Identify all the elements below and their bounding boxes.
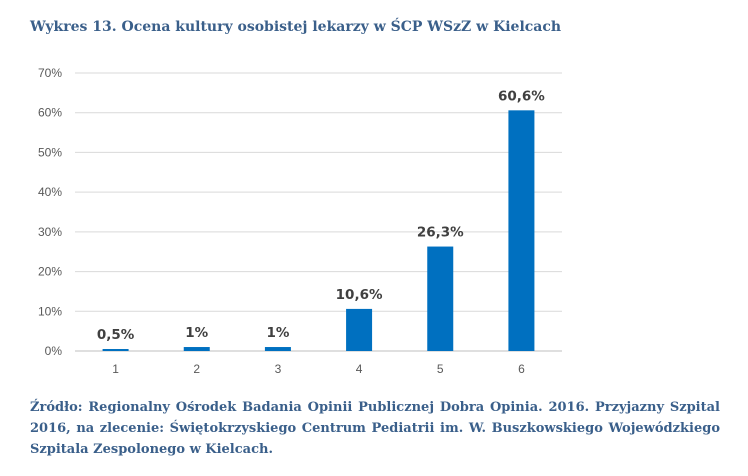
chart-title: Wykres 13. Ocena kultury osobistej lekar…: [30, 19, 562, 35]
x-tick-label: 2: [193, 362, 200, 376]
bar: [183, 347, 210, 351]
y-axis-tick-labels: 0% 10% 20% 30% 40% 50% 60% 70%: [38, 66, 62, 358]
y-tick-label: 0%: [45, 344, 63, 358]
y-tick-label: 70%: [38, 66, 62, 80]
gridlines: [75, 72, 562, 352]
data-label: 0,5%: [97, 327, 135, 343]
data-label: 1%: [185, 325, 208, 341]
x-tick-label: 6: [518, 362, 525, 376]
bar: [264, 347, 291, 351]
data-label: 10,6%: [336, 287, 383, 303]
bar: [427, 246, 454, 351]
bar-chart: 0% 10% 20% 30% 40% 50% 60% 70% 0,5% 1% 1% 10,6% 26,…: [38, 66, 562, 376]
y-tick-label: 50%: [38, 145, 62, 159]
x-axis-tick-labels: 1 2 3 4 5 6: [112, 362, 525, 376]
y-tick-label: 20%: [38, 265, 62, 279]
data-label: 26,3%: [417, 225, 464, 241]
y-tick-label: 10%: [38, 304, 62, 318]
bar: [508, 110, 535, 352]
bars: [102, 110, 535, 352]
y-tick-label: 60%: [38, 106, 62, 120]
bar: [346, 308, 373, 351]
y-tick-label: 30%: [38, 225, 62, 239]
y-tick-label: 40%: [38, 185, 62, 199]
data-label: 60,6%: [498, 88, 545, 104]
data-label: 1%: [266, 325, 289, 341]
x-tick-label: 5: [437, 362, 444, 376]
x-tick-label: 3: [275, 362, 282, 376]
x-tick-label: 4: [356, 362, 363, 376]
bar: [102, 349, 129, 351]
source-note: Źródło: Regionalny Ośrodek Badania Opini…: [30, 400, 720, 457]
x-tick-label: 1: [112, 362, 119, 376]
data-labels: 0,5% 1% 1% 10,6% 26,3% 60,6%: [97, 88, 545, 343]
